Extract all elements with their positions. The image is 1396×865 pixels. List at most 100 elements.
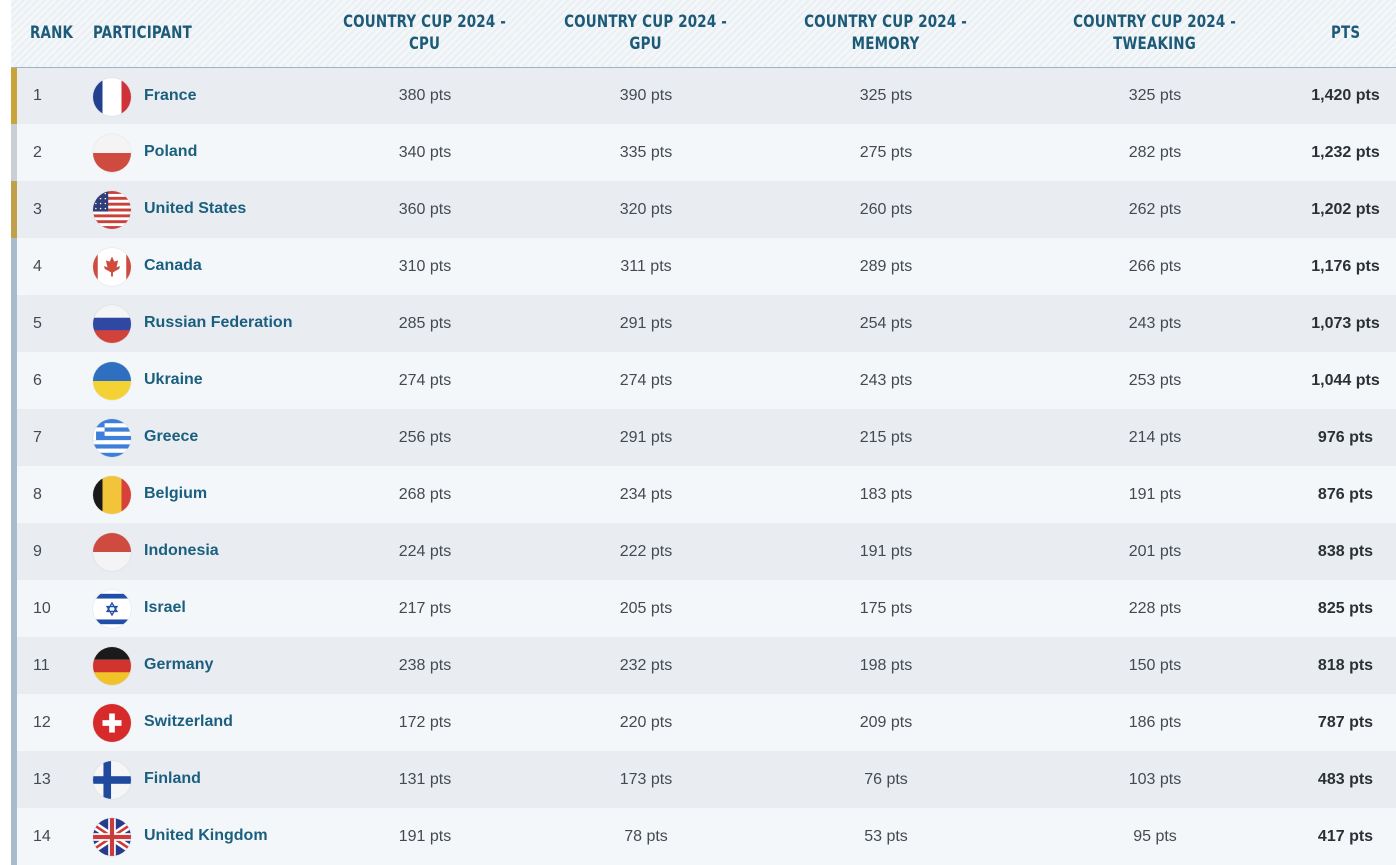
table-row: 2 Poland 340 pts 335 pts 275 pts 282 pts 1,232… — [11, 124, 1396, 181]
participant-cell: France — [93, 67, 315, 124]
united-kingdom-flag-icon — [93, 818, 131, 856]
cpu-score: 285 pts — [398, 314, 452, 332]
total-points: 1,420 pts — [1311, 86, 1380, 104]
gpu-score: 335 pts — [619, 143, 673, 161]
rank-indicator-bar — [11, 523, 17, 580]
table-row: 12 Switzerland 172 pts 220 pts 209 pts 186 pt… — [11, 694, 1396, 751]
rank-value: 4 — [33, 257, 42, 275]
tweaking-score: 228 pts — [1128, 599, 1182, 617]
table-row: 6 Ukraine 274 pts 274 pts 243 pts 253 pts 1,04… — [11, 352, 1396, 409]
gpu-score: 291 pts — [619, 314, 673, 332]
participant-cell: Russian Federation — [93, 295, 315, 352]
tweaking-score: 201 pts — [1128, 542, 1182, 560]
table-row: 3 United States 360 pts 320 pts 260 pts 262 p… — [11, 181, 1396, 238]
tweaking-score: 150 pts — [1128, 656, 1182, 674]
participant-link[interactable]: Germany — [144, 656, 214, 673]
cpu-score: 340 pts — [398, 143, 452, 161]
memory-score: 175 pts — [859, 599, 913, 617]
ukraine-flag-icon — [93, 362, 131, 400]
memory-score: 254 pts — [859, 314, 913, 332]
tweaking-score: 266 pts — [1128, 257, 1182, 275]
memory-score: 289 pts — [859, 257, 913, 275]
memory-score: 76 pts — [864, 770, 908, 788]
cpu-score: 360 pts — [398, 200, 452, 218]
rank-value: 11 — [33, 656, 50, 674]
cpu-score: 256 pts — [398, 428, 452, 446]
memory-column-header[interactable]: COUNTRY CUP 2024 - MEMORY — [804, 12, 968, 55]
table-row: 13 Finland 131 pts 173 pts 76 pts 103 pts 483 … — [11, 751, 1396, 808]
participant-link[interactable]: Poland — [144, 143, 198, 160]
participant-column-header[interactable]: PARTICIPANT — [93, 23, 192, 44]
gpu-score: 311 pts — [620, 257, 672, 275]
cpu-column-header[interactable]: COUNTRY CUP 2024 - CPU — [343, 12, 507, 55]
rank-value: 2 — [33, 143, 42, 161]
participant-link[interactable]: Belgium — [144, 485, 208, 502]
rank-value: 7 — [33, 428, 42, 446]
germany-flag-icon — [93, 647, 131, 685]
rank-value: 3 — [33, 200, 42, 218]
rank-cell: 3 — [11, 181, 93, 238]
total-points: 825 pts — [1317, 599, 1374, 617]
rank-cell: 13 — [11, 751, 93, 808]
participant-link[interactable]: Greece — [144, 428, 199, 445]
participant-link[interactable]: Canada — [144, 257, 202, 274]
participant-cell: Switzerland — [93, 694, 315, 751]
united-states-flag-icon — [93, 191, 131, 229]
participant-link[interactable]: Israel — [144, 599, 186, 616]
rank-value: 1 — [33, 86, 42, 104]
gpu-score: 232 pts — [619, 656, 673, 674]
tweaking-column-header[interactable]: COUNTRY CUP 2024 - TWEAKING — [1073, 12, 1237, 55]
cpu-score: 274 pts — [398, 371, 452, 389]
total-points: 1,073 pts — [1311, 314, 1380, 332]
total-points: 417 pts — [1317, 827, 1374, 845]
table-row: 11 Germany 238 pts 232 pts 198 pts 150 pts 818… — [11, 637, 1396, 694]
switzerland-flag-icon — [93, 704, 131, 742]
participant-link[interactable]: United Kingdom — [144, 827, 268, 844]
participant-cell: Israel — [93, 580, 315, 637]
participant-link[interactable]: Ukraine — [144, 371, 203, 388]
rank-indicator-bar — [11, 637, 17, 694]
rank-value: 14 — [33, 827, 51, 845]
tweaking-score: 214 pts — [1128, 428, 1182, 446]
cpu-score: 131 pts — [398, 770, 452, 788]
memory-score: 275 pts — [859, 143, 913, 161]
tweaking-score: 262 pts — [1128, 200, 1182, 218]
total-points: 787 pts — [1317, 713, 1374, 731]
participant-link[interactable]: Finland — [144, 770, 201, 787]
participant-link[interactable]: Indonesia — [144, 542, 219, 559]
total-points: 1,176 pts — [1311, 257, 1380, 275]
rank-indicator-bar — [11, 67, 17, 124]
cpu-score: 238 pts — [398, 656, 452, 674]
table-row: 9 Indonesia 224 pts 222 pts 191 pts 201 pts 83… — [11, 523, 1396, 580]
rank-indicator-bar — [11, 238, 17, 295]
participant-cell: Indonesia — [93, 523, 315, 580]
participant-link[interactable]: France — [144, 86, 197, 104]
gpu-score: 78 pts — [624, 827, 668, 845]
greece-flag-icon — [93, 419, 131, 457]
participant-link[interactable]: Switzerland — [144, 713, 233, 730]
table-row: 14 United Kingdom 191 pts 78 pts 53 pts 95 pt… — [11, 808, 1396, 865]
rank-indicator-bar — [11, 580, 17, 637]
participant-link[interactable]: Russian Federation — [144, 314, 293, 331]
cpu-score: 224 pts — [398, 542, 452, 560]
table-row: 5 Russian Federation 285 pts 291 pts 254 pts… — [11, 295, 1396, 352]
belgium-flag-icon — [93, 476, 131, 514]
rank-cell: 8 — [11, 466, 93, 523]
participant-link[interactable]: United States — [144, 200, 247, 217]
points-column-header[interactable]: PTS — [1330, 23, 1361, 44]
memory-score: 260 pts — [859, 200, 913, 218]
rank-value: 5 — [33, 314, 42, 332]
rank-value: 10 — [33, 599, 51, 617]
rank-cell: 4 — [11, 238, 93, 295]
rank-value: 6 — [33, 371, 42, 389]
rank-indicator-bar — [11, 124, 17, 181]
participant-cell: United States — [93, 181, 315, 238]
rank-cell: 6 — [11, 352, 93, 409]
gpu-score: 205 pts — [619, 599, 673, 617]
tweaking-score: 243 pts — [1128, 314, 1182, 332]
gpu-column-header[interactable]: COUNTRY CUP 2024 - GPU — [564, 12, 728, 55]
rank-column-header[interactable]: RANK — [30, 23, 74, 44]
total-points: 818 pts — [1317, 656, 1374, 674]
tweaking-score: 186 pts — [1128, 713, 1182, 731]
participant-cell: Canada — [93, 238, 315, 295]
